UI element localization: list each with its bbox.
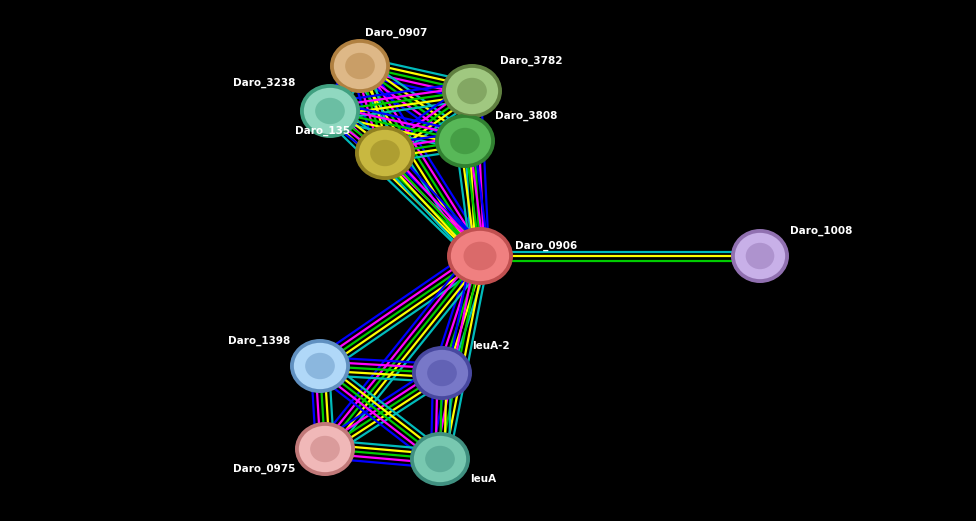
Ellipse shape [315,98,345,124]
Text: leuA: leuA [470,474,496,484]
Ellipse shape [731,229,789,283]
Ellipse shape [412,346,472,400]
Ellipse shape [447,227,513,285]
Text: Daro_0906: Daro_0906 [515,241,577,251]
Ellipse shape [464,242,497,270]
Text: leuA-2: leuA-2 [472,341,509,351]
Text: Daro_0975: Daro_0975 [232,464,295,474]
Text: Daro_3238: Daro_3238 [232,78,295,88]
Ellipse shape [305,353,335,379]
Ellipse shape [290,339,350,393]
Ellipse shape [355,126,415,180]
Ellipse shape [415,349,469,397]
Ellipse shape [413,435,467,483]
Ellipse shape [303,87,357,135]
Ellipse shape [438,117,492,165]
Ellipse shape [746,243,774,269]
Ellipse shape [300,84,360,138]
Ellipse shape [426,446,455,472]
Ellipse shape [734,232,786,280]
Ellipse shape [330,39,390,93]
Ellipse shape [450,230,510,282]
Ellipse shape [457,78,487,104]
Ellipse shape [450,128,480,154]
Text: Daro_135: Daro_135 [295,126,350,136]
Ellipse shape [346,53,375,79]
Ellipse shape [295,422,355,476]
Ellipse shape [298,425,352,473]
Ellipse shape [442,64,502,118]
Ellipse shape [370,140,400,166]
Ellipse shape [310,436,340,462]
Text: Daro_0907: Daro_0907 [365,28,427,38]
Ellipse shape [445,67,499,115]
Ellipse shape [358,129,412,177]
Text: Daro_1398: Daro_1398 [227,336,290,346]
Text: Daro_1008: Daro_1008 [790,226,852,236]
Ellipse shape [410,432,470,486]
Ellipse shape [293,342,347,390]
Text: Daro_3782: Daro_3782 [500,56,562,66]
Ellipse shape [427,360,457,386]
Ellipse shape [435,114,495,168]
Text: Daro_3808: Daro_3808 [495,111,557,121]
Ellipse shape [333,42,387,90]
